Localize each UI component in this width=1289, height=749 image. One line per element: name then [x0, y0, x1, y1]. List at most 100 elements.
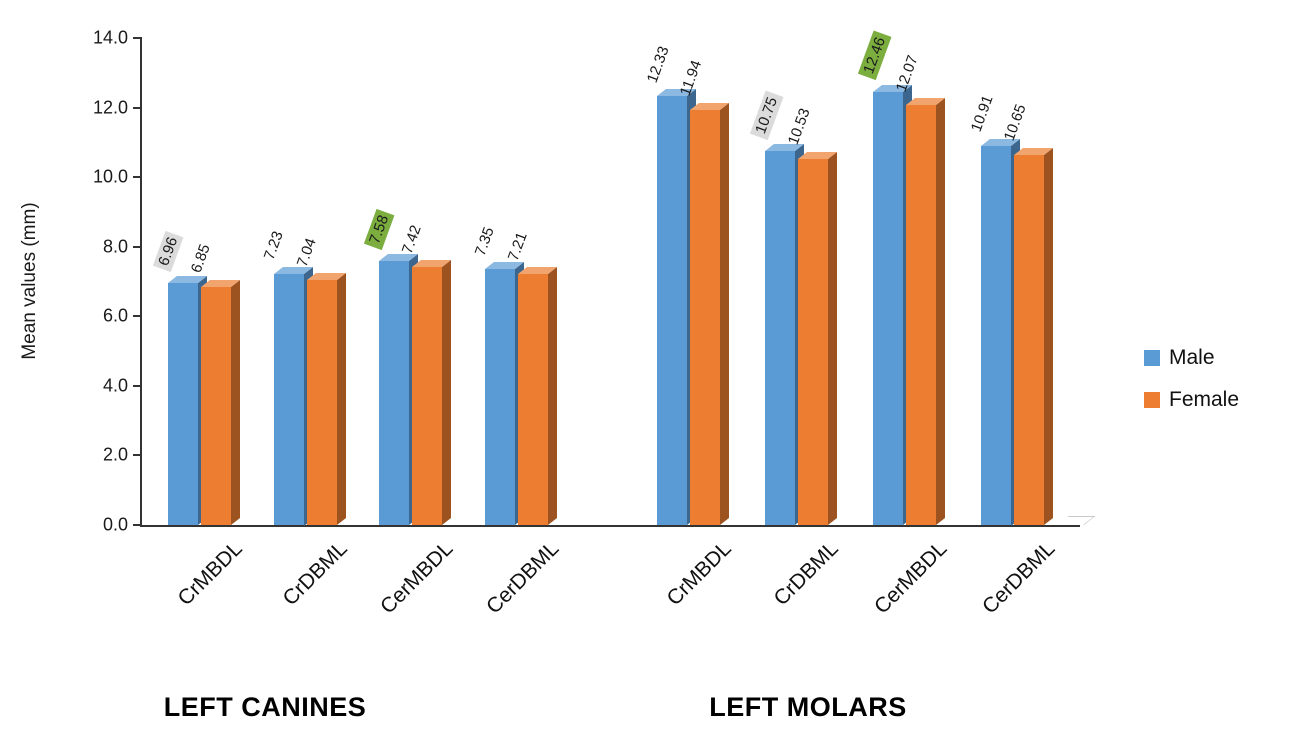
bar-pair: 10.91 10.65 — [967, 38, 1053, 525]
bar-female: 6.85 — [188, 242, 241, 525]
category-label: CrMBDL — [662, 537, 736, 611]
bar-side-face — [827, 151, 837, 525]
legend-label: Female — [1169, 388, 1240, 411]
bar-male: 12.46 — [857, 31, 912, 525]
bar-value-text: 10.91 — [967, 93, 997, 135]
bar-value-text: 11.94 — [676, 58, 706, 99]
legend-item-male: Male — [1144, 346, 1239, 370]
category-slot: 6.96 6.85 CrMBDL — [151, 38, 257, 610]
category-label: CerMBDL — [869, 537, 952, 619]
bar-value-label: 7.23 — [260, 229, 286, 262]
bar-value-label: 7.58 — [364, 208, 395, 251]
bar-value-label: 12.07 — [893, 53, 922, 94]
bar-value-label: 10.53 — [785, 107, 814, 148]
x-axis-group-titles: LEFT CANINES LEFT MOLARS — [140, 692, 1078, 732]
bar-value-label: 7.21 — [505, 230, 531, 263]
bar-side-face — [231, 279, 241, 525]
y-axis-tick-label: 12.0 — [92, 97, 128, 118]
bar-pair: 7.23 7.04 — [260, 38, 346, 525]
category-slot: 10.91 10.65 CerDBML — [963, 38, 1071, 618]
bar-value-text: 7.21 — [504, 229, 531, 264]
bar-pair: 12.46 12.07 — [857, 31, 945, 525]
bar-group: 12.33 11.94 CrMBDL 10.75 10.53 CrDBML 12.46 12.… — [639, 31, 1071, 618]
category-slot: 7.58 7.42 CerMBDL — [362, 38, 468, 618]
legend-swatch-male — [1144, 350, 1160, 366]
bar-female: 7.21 — [505, 230, 557, 525]
bar-pair: 7.58 7.42 — [364, 38, 452, 525]
bar-value-label: 7.35 — [472, 225, 498, 258]
bar-value-text: 7.04 — [293, 235, 320, 270]
bar-male: 10.75 — [749, 90, 804, 525]
group-title: LEFT MOLARS — [709, 692, 907, 722]
bar-value-label: 10.65 — [1000, 102, 1029, 143]
bar-male: 10.91 — [967, 93, 1020, 525]
bar-side-face — [336, 273, 346, 525]
bar-side-face — [720, 102, 730, 525]
y-axis-tick-label: 8.0 — [102, 236, 128, 257]
legend-label: Male — [1169, 346, 1215, 369]
bar-value-text: 12.46 — [857, 31, 892, 81]
bar-value-text: 10.75 — [749, 90, 784, 141]
legend: Male Female — [1144, 346, 1239, 412]
bar-female: 11.94 — [677, 59, 730, 525]
bar-value-label: 12.46 — [857, 31, 892, 81]
bar-pair: 6.96 6.85 — [153, 38, 241, 525]
bar-female: 10.65 — [1000, 102, 1053, 525]
bar-female: 10.53 — [785, 107, 837, 525]
group-title: LEFT CANINES — [163, 692, 367, 722]
y-axis-tick-label: 6.0 — [102, 305, 128, 326]
bar-value-text: 7.35 — [471, 224, 498, 259]
bar-female: 7.42 — [399, 223, 452, 525]
bar-pair: 10.75 10.53 — [749, 38, 837, 525]
bar-value-label: 7.42 — [399, 223, 425, 256]
bar-value-text: 7.58 — [364, 208, 395, 251]
category-slot: 12.33 11.94 CrMBDL — [639, 38, 747, 610]
bar-male: 7.23 — [260, 229, 313, 525]
y-axis-tick-label: 10.0 — [92, 166, 128, 187]
legend-swatch-female — [1144, 392, 1160, 408]
bar-value-text: 7.23 — [260, 229, 287, 263]
category-label: CerDBML — [977, 537, 1059, 619]
category-label: CrMBDL — [173, 537, 247, 611]
bar-value-text: 10.53 — [784, 106, 814, 148]
y-axis-tick-mark — [133, 315, 142, 318]
y-axis-tick-mark — [133, 384, 142, 387]
plot-area: 0.0 2.0 4.0 6.0 8.0 10.0 12.0 14.0 6.96 6.85 CrMBD… — [93, 28, 1096, 618]
category-slot: 12.46 12.07 CerMBDL — [855, 31, 963, 618]
bar-value-text: 6.85 — [187, 242, 214, 276]
category-label: CerMBDL — [376, 537, 458, 619]
y-axis-tick-label: 4.0 — [102, 375, 128, 396]
bar-group: 6.96 6.85 CrMBDL 7.23 7.04 CrDBML 7.58 7.42 CerM… — [151, 38, 574, 618]
bar-male: 12.33 — [644, 44, 697, 525]
y-axis-tick-mark — [133, 37, 142, 39]
bar-pair: 7.35 7.21 — [472, 38, 557, 525]
y-axis-tick-mark — [133, 454, 142, 457]
y-axis-tick-mark — [133, 176, 142, 179]
bar-female: 7.04 — [293, 236, 346, 525]
bar-male: 6.96 — [153, 230, 208, 525]
bar-value-label: 6.85 — [188, 242, 214, 275]
y-axis-tick-mark — [133, 524, 142, 526]
bar-male: 7.58 — [364, 208, 419, 525]
y-axis-title: Mean values (mm) — [19, 202, 40, 360]
bar-value-label: 6.96 — [153, 230, 184, 272]
bar-side-face — [442, 259, 452, 525]
y-axis-tick-mark — [133, 245, 142, 248]
bar-side-face — [1043, 147, 1053, 525]
bar-value-text: 7.42 — [398, 222, 425, 256]
bar-value-label: 10.75 — [749, 90, 784, 141]
bar-value-label: 11.94 — [677, 59, 706, 99]
bar-value-text: 10.65 — [1000, 102, 1030, 144]
bar-value-label: 7.04 — [293, 236, 319, 269]
category-slot: 7.35 7.21 CerDBML — [468, 38, 574, 618]
bar-side-face — [935, 98, 945, 525]
bar-side-face — [547, 267, 557, 525]
category-label: CrDBML — [770, 537, 844, 611]
category-slot: 7.23 7.04 CrDBML — [257, 38, 363, 610]
bar-value-text: 12.33 — [643, 43, 673, 86]
y-axis-tick-mark — [133, 106, 142, 109]
bar-value-label: 12.33 — [644, 44, 673, 85]
y-axis-tick-label: 2.0 — [102, 444, 128, 465]
category-slot: 10.75 10.53 CrDBML — [747, 38, 855, 610]
